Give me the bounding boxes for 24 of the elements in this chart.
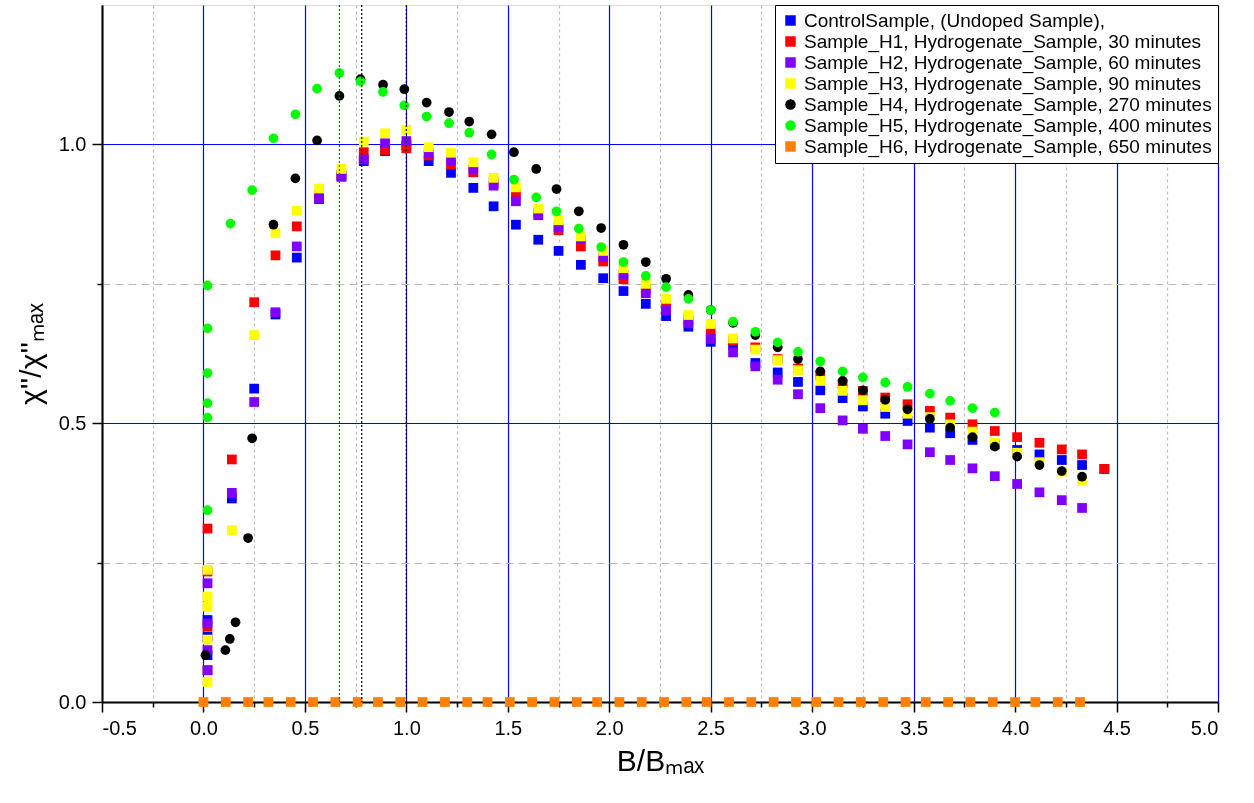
x-tick-label: 1.0 xyxy=(392,716,421,739)
y-axis-title: χ''/χ''ₘₐₓ xyxy=(13,302,47,405)
x-tick-label: 2.5 xyxy=(697,716,726,739)
legend-label: ControlSample, (Undoped Sample), xyxy=(804,9,1105,31)
x-tick-label: 3.0 xyxy=(798,716,827,739)
legend-label: Sample_H1, Hydrogenate_Sample, 30 minutes xyxy=(804,30,1202,53)
x-tick-label: 0.5 xyxy=(291,716,320,739)
y-tick-label: 1.0 xyxy=(58,132,87,155)
x-axis-title: B/Bₘₐₓ xyxy=(616,743,705,777)
x-tick-label: 5.0 xyxy=(1190,716,1219,739)
legend-label: Sample_H4, Hydrogenate_Sample, 270 minutes xyxy=(804,93,1212,116)
y-tick-label: 0.0 xyxy=(58,690,87,713)
x-tick-label: 4.5 xyxy=(1103,716,1131,739)
y-tick-label: 0.5 xyxy=(58,411,87,434)
x-tick-label: -0.5 xyxy=(102,716,137,739)
x-tick-label: 1.5 xyxy=(494,716,523,739)
legend-label: Sample_H5, Hydrogenate_Sample, 400 minutes xyxy=(804,114,1212,137)
legend-label: Sample_H3, Hydrogenate_Sample, 90 minutes xyxy=(804,72,1202,95)
x-tick-label: 4.0 xyxy=(1001,716,1030,739)
legend-label: Sample_H6, Hydrogenate_Sample, 650 minutes xyxy=(804,135,1212,158)
x-tick-label: 2.0 xyxy=(595,716,624,739)
x-tick-label: 3.5 xyxy=(900,716,929,739)
legend-label: Sample_H2, Hydrogenate_Sample, 60 minutes xyxy=(804,51,1202,74)
x-tick-label: 0.0 xyxy=(190,716,218,739)
